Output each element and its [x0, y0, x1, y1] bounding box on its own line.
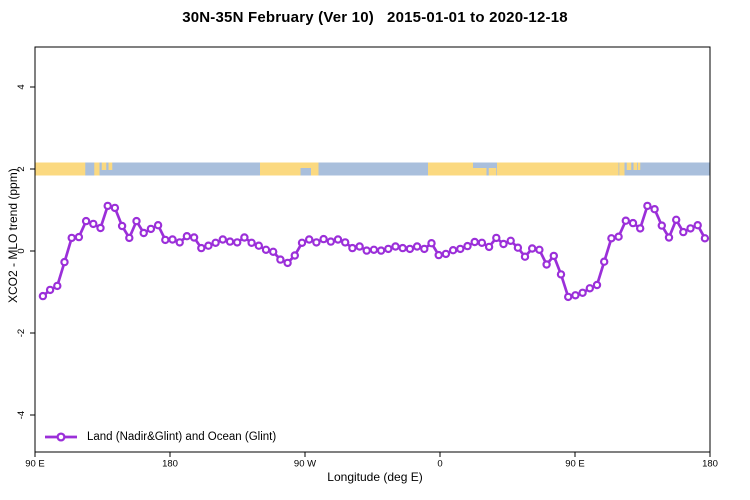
svg-text:0: 0: [16, 248, 27, 253]
legend-marker-icon: [45, 432, 77, 442]
svg-text:-2: -2: [16, 329, 27, 337]
svg-text:2: 2: [16, 166, 27, 171]
svg-text:90 W: 90 W: [294, 459, 316, 470]
chart-title: 30N-35N February (Ver 10) 2015-01-01 to …: [182, 9, 568, 26]
data-series: [38, 201, 710, 302]
svg-text:-4: -4: [16, 411, 27, 419]
surface-strip: [35, 162, 710, 176]
svg-text:180: 180: [162, 459, 178, 470]
legend: Land (Nadir&Glint) and Ocean (Glint): [44, 429, 276, 445]
x-axis-label: Longitude (deg E): [327, 470, 423, 484]
legend-label: Land (Nadir&Glint) and Ocean (Glint): [87, 431, 277, 443]
svg-text:4: 4: [16, 84, 27, 89]
plot-box: [34, 46, 711, 453]
y-axis: 4 2 0 -2 -4: [16, 84, 35, 419]
svg-text:180: 180: [702, 459, 718, 470]
svg-text:90 E: 90 E: [25, 459, 45, 470]
svg-text:90 E: 90 E: [565, 459, 585, 470]
x-axis: 90 E 180 90 W 0 90 E 180: [25, 452, 718, 470]
svg-text:0: 0: [437, 459, 442, 470]
y-axis-label: XCO2 - MLO trend (ppm): [6, 168, 20, 303]
